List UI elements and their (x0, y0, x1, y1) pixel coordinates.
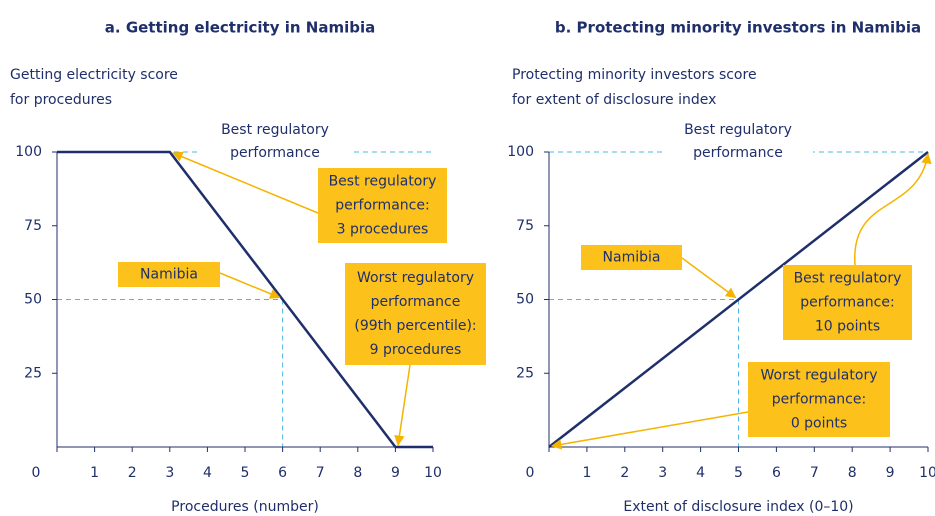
annotation-text: performance (693, 145, 783, 161)
y-tick-label: 50 (516, 292, 534, 308)
annotation-text: Best regulatory (794, 271, 902, 287)
annotation-text: 3 procedures (337, 222, 429, 238)
x-tick-label: 1 (90, 465, 99, 481)
annotation-text: performance (371, 294, 461, 310)
annotation-text: performance: (772, 392, 866, 408)
annotation-text: 10 points (815, 319, 880, 335)
x-tick-label: 6 (278, 465, 287, 481)
annotation-arrow (854, 152, 932, 266)
annotation-text: Best regulatory (329, 174, 437, 190)
annotation-text: Worst regulatory (761, 368, 878, 384)
annotation-arrow (550, 411, 749, 450)
y-tick-label: 25 (516, 365, 534, 381)
x-tick-label: 3 (658, 465, 667, 481)
y-tick-label: 100 (15, 144, 42, 160)
y-axis-label: Protecting minority investors score (512, 67, 757, 83)
x-tick-label: 2 (128, 465, 137, 481)
annotation-text: Best regulatory (684, 122, 792, 138)
y-tick-label: 75 (516, 218, 534, 234)
annotation-arrow (681, 257, 737, 299)
y-axis-label: for extent of disclosure index (512, 92, 716, 108)
y-tick-label: 25 (24, 365, 42, 381)
annotation-arrow (172, 151, 319, 214)
y-axis-label: for procedures (10, 92, 112, 108)
x-tick-label: 0 (526, 465, 535, 481)
x-tick-label: 2 (620, 465, 629, 481)
x-tick-label: 7 (810, 465, 819, 481)
y-tick-label: 100 (507, 144, 534, 160)
x-tick-label: 7 (316, 465, 325, 481)
score-line (548, 151, 929, 448)
x-tick-label: 9 (886, 465, 895, 481)
x-tick-label: 6 (772, 465, 781, 481)
annotation-text: performance: (800, 295, 894, 311)
annotation-text: performance: (335, 198, 429, 214)
annotation-text: Best regulatory (221, 122, 329, 138)
annotation-text: (99th percentile): (354, 318, 476, 334)
annotation-arrow (394, 364, 411, 447)
annotation-text: performance (230, 145, 320, 161)
label-bg (200, 118, 350, 154)
x-tick-label: 5 (241, 465, 250, 481)
x-tick-label: 4 (696, 465, 705, 481)
annotation-box (581, 245, 682, 270)
annotation-text: 9 procedures (370, 342, 462, 358)
y-tick-label: 75 (24, 218, 42, 234)
annotation-text: Namibia (140, 267, 198, 283)
annotation-box (748, 362, 890, 437)
annotation-arrow (219, 272, 281, 299)
y-tick-label: 50 (24, 292, 42, 308)
x-tick-label: 3 (165, 465, 174, 481)
x-tick-label: 4 (203, 465, 212, 481)
x-tick-label: 1 (582, 465, 591, 481)
x-tick-label: 0 (32, 465, 41, 481)
label-bg (663, 118, 813, 154)
chart-title: b. Protecting minority investors in Nami… (555, 19, 921, 37)
annotation-box (118, 262, 220, 287)
x-tick-label: 10 (424, 465, 442, 481)
chart-title: a. Getting electricity in Namibia (105, 19, 375, 37)
x-tick-label: 9 (391, 465, 400, 481)
x-tick-label: 8 (353, 465, 362, 481)
annotation-box (318, 168, 447, 243)
annotation-text: Worst regulatory (357, 270, 474, 286)
x-tick-label: 5 (734, 465, 743, 481)
annotation-text: Namibia (603, 250, 661, 266)
x-axis-label: Procedures (number) (171, 499, 319, 515)
score-line (57, 150, 433, 449)
annotation-box (783, 265, 912, 340)
x-axis-label: Extent of disclosure index (0–10) (623, 499, 853, 515)
y-axis-label: Getting electricity score (10, 67, 178, 83)
x-tick-label: 10 (919, 465, 935, 481)
annotation-box (345, 263, 486, 365)
annotation-text: 0 points (791, 416, 847, 432)
x-tick-label: 8 (848, 465, 857, 481)
